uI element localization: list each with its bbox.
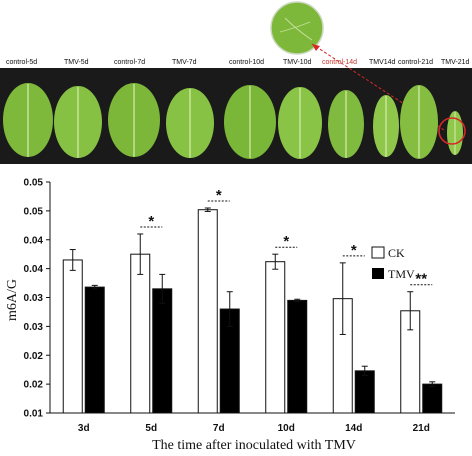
x-category-label: 7d (213, 423, 225, 434)
y-tick-label: 0.03 (24, 293, 44, 304)
photo-label-control-5d: control-5d (6, 59, 37, 66)
significance-marker: * (283, 233, 289, 250)
leaf-tmv-5d (54, 86, 102, 158)
significance-marker: ** (415, 271, 427, 288)
x-category-label: 21d (413, 423, 430, 434)
y-tick-label: 0.05 (24, 178, 44, 189)
y-tick-label: 0.05 (24, 206, 44, 217)
x-category-label: 14d (345, 423, 362, 434)
leaf-control-10d (224, 85, 276, 159)
highlight-circle (438, 117, 466, 145)
bar-ck (130, 253, 151, 414)
photo-label-tmv-10d: TMV-10d (283, 59, 312, 66)
bar-tmv (84, 286, 105, 414)
photo-label-tmv-5d: TMV-5d (64, 59, 89, 66)
bar-tmv (152, 288, 173, 414)
legend-swatch-ck (371, 246, 385, 259)
photo-label-tmv-7d: TMV-7d (172, 59, 197, 66)
x-category-label: 10d (278, 423, 295, 434)
bar-ck (62, 259, 83, 414)
y-axis-title: m6A/G (5, 279, 20, 321)
leaf-photo-panel: control-5d TMV-5d control-7d TMV-7d cont… (0, 1, 472, 164)
significance-markers: ****** (140, 187, 433, 288)
x-axis-categories: 3d 5d 7d 10d 14d 21d (78, 423, 430, 434)
photo-label-control-7d: control-7d (114, 59, 145, 66)
bar-tmv (354, 370, 375, 414)
legend-swatch-tmv (372, 268, 384, 279)
significance-marker: * (216, 187, 222, 204)
legend: CK TMV (371, 246, 415, 281)
bars (62, 209, 443, 414)
legend-label-ck: CK (388, 246, 405, 260)
zoomed-leaf-inset (270, 1, 324, 55)
x-category-label: 3d (78, 423, 90, 434)
significance-marker: * (351, 242, 357, 259)
leaf-control-7d (108, 83, 160, 157)
leaf-tmv-7d (166, 88, 214, 158)
error-bars (69, 207, 436, 387)
y-tick-label: 0.01 (24, 409, 44, 420)
bar-chart: 0.010.020.020.030.030.040.040.050.05 ***… (5, 178, 455, 453)
photo-label-tmv-14d: TMV14d (369, 59, 396, 66)
legend-label-tmv: TMV (388, 267, 415, 281)
leaf-control-21d (400, 85, 438, 159)
bar-ck (265, 261, 286, 414)
x-axis-title: The time after inoculated with TMV (152, 438, 356, 453)
bar-tmv (422, 383, 443, 414)
zoom-arrow-head (312, 44, 320, 51)
photo-label-control-21d: control-21d (398, 59, 433, 66)
bar-ck (197, 209, 218, 414)
leaf-control-14d (328, 90, 364, 158)
leaf-tmv-10d (278, 87, 322, 159)
y-tick-label: 0.03 (24, 322, 44, 333)
y-tick-label: 0.04 (24, 264, 44, 275)
x-category-label: 5d (145, 423, 157, 434)
photo-label-tmv-21d: TMV-21d (441, 59, 470, 66)
photo-label-control-14d: control-14d (322, 59, 357, 66)
bar-tmv (287, 299, 308, 414)
leaf-tmv-14d (373, 95, 399, 157)
y-tick-label: 0.02 (24, 380, 44, 391)
y-axis-ticks: 0.01 0.02 0.02 0.03 0.03 0.04 0.04 0.05 0.05 (24, 178, 50, 420)
photo-label-control-10d: control-10d (229, 59, 264, 66)
y-tick-label: 0.04 (24, 235, 44, 246)
significance-marker: * (148, 213, 154, 230)
leaf-control-5d (3, 83, 53, 157)
y-tick-label: 0.02 (24, 351, 44, 362)
